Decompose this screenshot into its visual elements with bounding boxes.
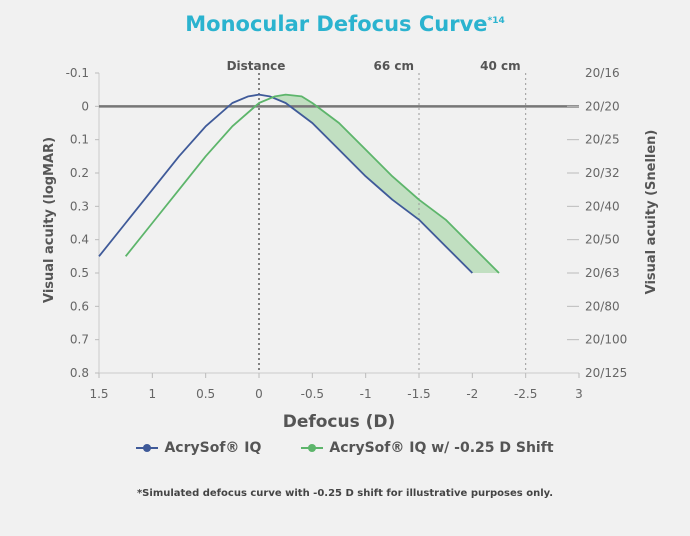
y-tick-label: 0.6 [70, 299, 89, 313]
x-tick-label: -2.5 [514, 387, 537, 401]
x-tick-label: -1.5 [407, 387, 430, 401]
y-tick-label: 0.5 [70, 266, 89, 280]
reference-line-label: Distance [227, 59, 286, 73]
reference-line-label: 40 cm [480, 59, 521, 73]
series-line-acrysof-iq [98, 93, 473, 274]
y-tick-label: 0.2 [70, 166, 89, 180]
x-tick-label: 0 [255, 387, 263, 401]
x-tick-label: -2 [466, 387, 478, 401]
series-layer [98, 93, 500, 274]
y-tick-label: 0.4 [70, 233, 89, 247]
tick-layer: -0.1 0 0.1 0.2 0.3 0.4 0.5 0.6 0.7 0.8 20/16 20/20 2… [66, 66, 628, 401]
y2-tick-label: 20/20 [585, 99, 620, 113]
y-tick-label: 0.3 [70, 199, 89, 213]
y2-tick-label: 20/32 [585, 166, 620, 180]
y-tick-label: 0.7 [70, 333, 89, 347]
legend-swatch-blue [136, 443, 159, 453]
x-tick-label: 0.5 [196, 387, 215, 401]
grid-layer: Distance 66 cm 40 cm [98, 59, 579, 374]
legend-swatch-green [301, 443, 324, 453]
legend-item-acrysof-iq-shift: AcrySof® IQ w/ -0.25 D Shift [301, 440, 554, 456]
series-line-acrysof-iq-shift [124, 93, 500, 274]
legend-label: AcrySof® IQ [164, 440, 262, 456]
legend-label: AcrySof® IQ w/ -0.25 D Shift [329, 440, 554, 456]
shift-area-fill [259, 94, 499, 274]
x-tick-label: 1 [149, 387, 157, 401]
legend-item-acrysof-iq: AcrySof® IQ [136, 440, 261, 456]
x-tick-label: -1 [360, 387, 372, 401]
y-axis-label: Visual acuity (logMAR) [42, 137, 57, 303]
y2-tick-label: 20/100 [585, 333, 627, 347]
y2-tick-label: 20/80 [585, 299, 620, 313]
footnote: *Simulated defocus curve with -0.25 D sh… [136, 488, 554, 499]
x-tick-label: 1.5 [89, 387, 108, 401]
y-tick-label: 0.1 [70, 133, 89, 147]
y2-tick-label: 20/125 [585, 366, 627, 380]
y2-tick-label: 20/16 [585, 66, 620, 80]
x-tick-label: -0.5 [301, 387, 324, 401]
title-reference: *14 [487, 16, 505, 26]
chart-title: Monocular Defocus Curve*14 [185, 12, 505, 36]
shift-fill-layer [259, 94, 499, 274]
y2-tick-label: 20/50 [585, 233, 620, 247]
y2-axis-label: Visual acuity (Snellen) [644, 130, 659, 295]
y2-tick-label: 20/40 [585, 199, 620, 213]
legend: AcrySof® IQ AcrySof® IQ w/ -0.25 D Shift [0, 440, 690, 456]
x-axis-label: Defocus (D) [283, 412, 396, 430]
reference-line-label: 66 cm [374, 59, 415, 73]
x-tick-label: 3 [575, 387, 583, 401]
y2-tick-label: 20/25 [585, 133, 620, 147]
y-tick-label: -0.1 [66, 66, 89, 80]
y2-tick-label: 20/63 [585, 266, 620, 280]
y-tick-label: 0.8 [70, 366, 89, 380]
y-tick-label: 0 [81, 99, 89, 113]
defocus-chart: Distance 66 cm 40 cm -0.1 0 0.1 0.2 0.3 0.4 0.5 0… [42, 59, 659, 430]
